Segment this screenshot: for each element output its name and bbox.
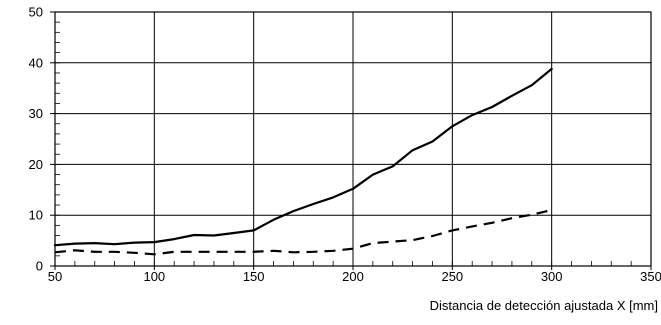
x-tick-label: 350 (640, 269, 661, 284)
x-tick-label: 50 (48, 269, 62, 284)
x-axis-tick-labels: 50 100 150 200 250 300 350 (48, 269, 661, 284)
y-tick-label: 0 (36, 259, 43, 274)
y-tick-label: 10 (29, 208, 43, 223)
x-tick-label: 200 (342, 269, 364, 284)
y-tick-label: 40 (29, 55, 43, 70)
dashed-series-line (54, 209, 552, 256)
grid-lines (55, 12, 651, 266)
series-layer (53, 67, 553, 256)
y-tick-label: 50 (29, 5, 43, 20)
x-axis-title: Distancia de detección ajustada X [mm] (430, 298, 658, 313)
x-tick-label: 250 (441, 269, 463, 284)
plot-frame (54, 11, 652, 267)
y-tick-label: 20 (29, 157, 43, 172)
y-tick-label: 30 (29, 106, 43, 121)
x-tick-label: 300 (541, 269, 563, 284)
x-tick-label: 150 (243, 269, 265, 284)
minor-tick-marks (50, 11, 652, 270)
y-axis-tick-labels: 0 10 20 30 40 50 (29, 5, 43, 274)
x-tick-label: 100 (143, 269, 165, 284)
solid-series-line (53, 67, 553, 247)
